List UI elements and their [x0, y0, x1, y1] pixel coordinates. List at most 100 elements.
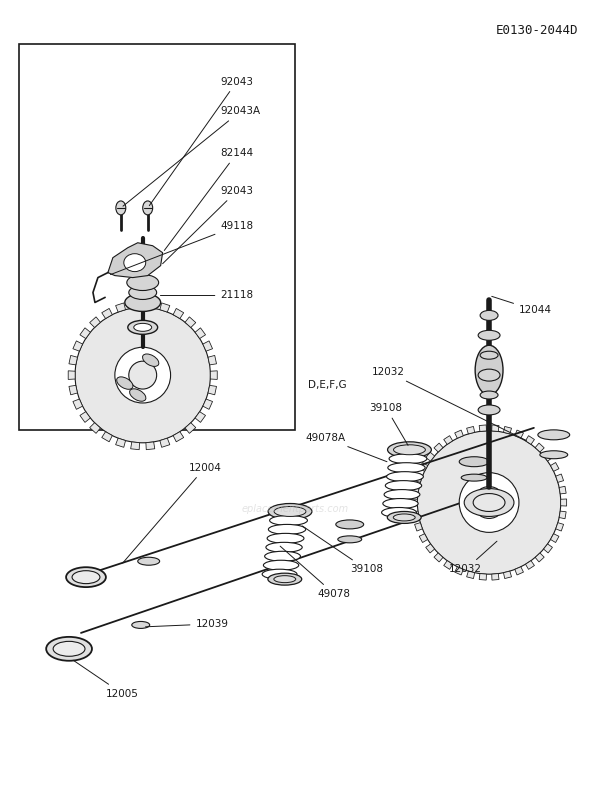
Ellipse shape [384, 490, 420, 499]
Polygon shape [515, 566, 523, 575]
Polygon shape [526, 435, 535, 444]
Text: 49078: 49078 [280, 547, 351, 599]
Polygon shape [455, 430, 463, 439]
Bar [19, 44, 295, 430]
Polygon shape [455, 566, 463, 575]
Ellipse shape [268, 524, 306, 535]
Polygon shape [173, 308, 183, 319]
Polygon shape [69, 385, 77, 395]
Polygon shape [208, 385, 217, 395]
Ellipse shape [124, 254, 146, 272]
Ellipse shape [266, 543, 302, 552]
Ellipse shape [143, 201, 153, 215]
Polygon shape [80, 411, 90, 423]
Text: 92043A: 92043A [123, 106, 260, 206]
Polygon shape [68, 371, 75, 380]
Polygon shape [467, 571, 475, 578]
Ellipse shape [338, 536, 362, 543]
Ellipse shape [134, 324, 152, 332]
Ellipse shape [540, 451, 568, 459]
Polygon shape [101, 431, 112, 442]
Text: 12032: 12032 [372, 367, 526, 440]
Polygon shape [479, 425, 486, 431]
Polygon shape [467, 427, 475, 434]
Ellipse shape [385, 481, 422, 491]
Polygon shape [515, 430, 523, 439]
Ellipse shape [129, 285, 157, 300]
Polygon shape [503, 571, 512, 578]
Polygon shape [426, 544, 435, 553]
Ellipse shape [478, 369, 500, 381]
Ellipse shape [267, 534, 304, 543]
Ellipse shape [143, 354, 159, 367]
Circle shape [75, 308, 211, 443]
Polygon shape [195, 411, 205, 423]
Text: 39108: 39108 [302, 526, 383, 574]
Ellipse shape [388, 442, 431, 458]
Polygon shape [526, 561, 535, 570]
Ellipse shape [480, 352, 498, 360]
Ellipse shape [130, 389, 146, 401]
Circle shape [129, 361, 157, 389]
Polygon shape [116, 303, 126, 312]
Polygon shape [108, 243, 163, 277]
Polygon shape [195, 328, 205, 339]
Ellipse shape [383, 499, 418, 508]
Ellipse shape [132, 262, 153, 273]
Text: 12032: 12032 [449, 541, 497, 574]
Polygon shape [203, 341, 212, 352]
Polygon shape [543, 452, 552, 461]
Polygon shape [535, 443, 544, 452]
Polygon shape [69, 356, 77, 365]
Ellipse shape [262, 569, 297, 579]
Ellipse shape [128, 320, 158, 334]
Polygon shape [146, 442, 155, 450]
Ellipse shape [116, 201, 126, 215]
Text: 12004: 12004 [123, 463, 221, 563]
Ellipse shape [538, 430, 570, 439]
Polygon shape [130, 442, 139, 450]
Text: 49118: 49118 [110, 221, 254, 275]
Ellipse shape [478, 405, 500, 415]
Polygon shape [503, 427, 512, 434]
Ellipse shape [461, 474, 487, 481]
Circle shape [115, 348, 171, 403]
Ellipse shape [137, 557, 160, 565]
Polygon shape [491, 425, 499, 431]
Polygon shape [130, 300, 139, 308]
Polygon shape [80, 328, 90, 339]
Ellipse shape [382, 507, 417, 518]
Ellipse shape [478, 330, 500, 340]
Text: 39108: 39108 [370, 403, 408, 445]
Ellipse shape [117, 377, 133, 389]
Polygon shape [210, 371, 217, 380]
Ellipse shape [394, 514, 415, 521]
Text: 12005: 12005 [73, 660, 139, 698]
Polygon shape [560, 499, 566, 506]
Polygon shape [185, 423, 196, 433]
Ellipse shape [480, 391, 498, 399]
Ellipse shape [132, 368, 153, 382]
Polygon shape [556, 474, 563, 483]
Ellipse shape [132, 622, 150, 629]
Text: 12039: 12039 [146, 619, 228, 629]
Polygon shape [491, 574, 499, 580]
Ellipse shape [475, 345, 503, 395]
Polygon shape [90, 423, 100, 433]
Ellipse shape [125, 293, 160, 312]
Ellipse shape [263, 560, 299, 570]
Polygon shape [434, 553, 443, 562]
Ellipse shape [268, 503, 312, 519]
Polygon shape [434, 443, 443, 452]
Text: 92043: 92043 [149, 77, 253, 205]
Polygon shape [160, 438, 170, 447]
Ellipse shape [464, 488, 514, 516]
Polygon shape [444, 561, 453, 570]
Ellipse shape [387, 511, 421, 523]
Text: 21118: 21118 [160, 291, 254, 300]
Polygon shape [415, 474, 422, 483]
Circle shape [473, 487, 505, 519]
Ellipse shape [389, 454, 427, 463]
Ellipse shape [394, 445, 425, 455]
Polygon shape [73, 399, 83, 409]
